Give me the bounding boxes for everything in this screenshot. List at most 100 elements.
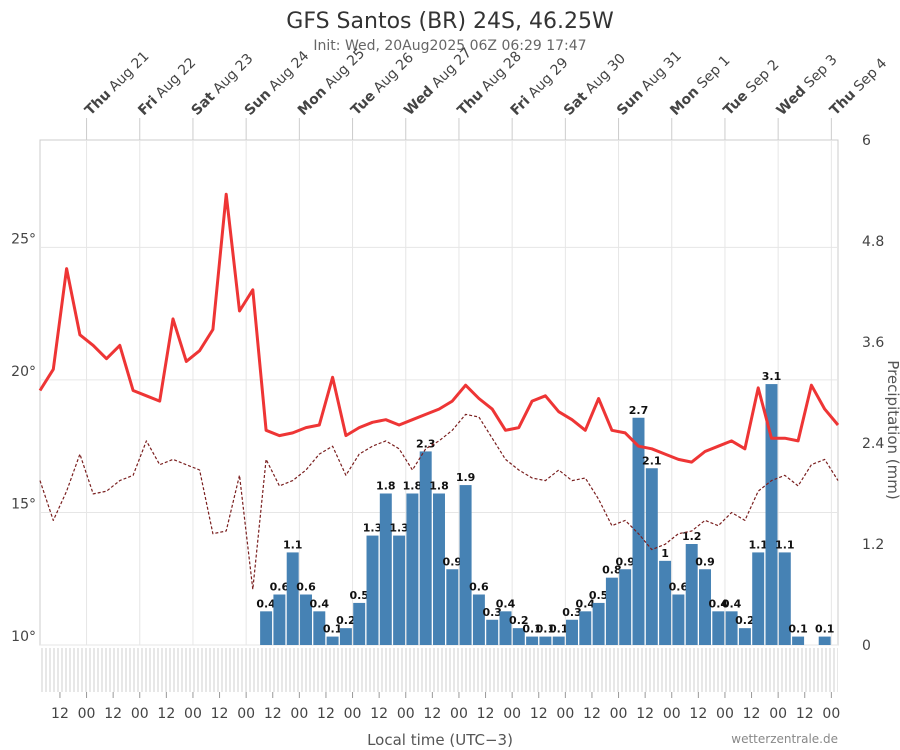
precip-bar <box>339 628 352 645</box>
bar-label: 2.1 <box>642 454 662 467</box>
precip-bar <box>619 569 632 645</box>
bar-label: 0.6 <box>296 581 316 594</box>
bar-label: 0.1 <box>522 623 542 636</box>
precip-bar <box>313 611 326 645</box>
bar-label: 3.1 <box>762 370 782 383</box>
precip-bar <box>738 628 751 645</box>
precip-bar <box>778 552 791 645</box>
bar-label: 0.2 <box>509 614 529 627</box>
x-tick-label: 00 <box>290 706 308 722</box>
precip-bar <box>379 493 392 645</box>
x-tick-label: 00 <box>344 706 362 722</box>
bar-label: 0.1 <box>549 623 569 636</box>
x-tick-label: 00 <box>450 706 468 722</box>
x-tick-label: 12 <box>477 706 495 722</box>
bar-label: 1.3 <box>389 522 409 535</box>
wind-strip <box>40 648 838 692</box>
bar-label: 0.5 <box>589 589 609 602</box>
temperature-line <box>38 192 840 464</box>
precip-bar <box>818 636 831 645</box>
bar-label: 0.1 <box>536 623 556 636</box>
x-tick-label: 12 <box>51 706 69 722</box>
y2-tick-label: 4.8 <box>862 234 884 250</box>
x-tick-label: 00 <box>237 706 255 722</box>
bar-label: 0.4 <box>709 597 729 610</box>
x-tick-label: 12 <box>743 706 761 722</box>
bar-label: 2.3 <box>416 437 436 450</box>
bar-label: 0.6 <box>669 581 689 594</box>
bar-label: 0.1 <box>788 623 808 636</box>
bar-label: 0.9 <box>443 555 463 568</box>
x-tick-label: 12 <box>583 706 601 722</box>
y-tick-label: 15° <box>11 496 36 512</box>
x-tick-label: 12 <box>104 706 122 722</box>
precip-bar <box>273 594 286 645</box>
precip-bar <box>472 594 485 645</box>
x-tick-label: 12 <box>157 706 175 722</box>
x-tick-label: 12 <box>689 706 707 722</box>
bar-label: 0.2 <box>336 614 356 627</box>
x-tick-label: 12 <box>211 706 229 722</box>
precip-bar <box>699 569 711 645</box>
precip-bar <box>499 611 512 645</box>
x-tick-label: 00 <box>184 706 202 722</box>
precip-bar <box>446 569 459 645</box>
x-tick-label: 00 <box>556 706 574 722</box>
precip-bar <box>486 619 499 645</box>
precip-bar <box>539 636 552 645</box>
bar-label: 0.6 <box>469 581 489 594</box>
x-tick-label: 12 <box>317 706 335 722</box>
precip-bar <box>552 636 565 645</box>
x-tick-label: 12 <box>264 706 282 722</box>
bar-label: 0.3 <box>562 606 582 619</box>
bar-label: 1.1 <box>748 538 768 551</box>
y2-axis-title: Precipitation (mm) <box>884 360 900 499</box>
bar-label: 0.4 <box>310 597 330 610</box>
precip-bar <box>326 636 339 645</box>
x-tick-label: 00 <box>716 706 734 722</box>
precip-bar <box>512 628 525 645</box>
precip-bar <box>393 535 406 645</box>
x-tick-label: 12 <box>423 706 441 722</box>
bar-label: 0.4 <box>496 597 516 610</box>
bar-label: 1 <box>661 547 669 560</box>
bar-label: 1.9 <box>456 471 476 484</box>
bar-label: 1.8 <box>376 480 396 493</box>
precip-bar <box>685 544 698 645</box>
precip-bar <box>566 619 578 645</box>
x-tick-label: 12 <box>530 706 548 722</box>
precip-bar <box>659 560 672 645</box>
bar-label: 0.1 <box>815 623 835 636</box>
x-tick-label: 12 <box>796 706 814 722</box>
bar-label: 0.2 <box>735 614 755 627</box>
x-tick-label: 12 <box>370 706 388 722</box>
y2-tick-label: 1.2 <box>862 537 884 553</box>
precip-bar <box>300 594 312 645</box>
y-tick-label: 10° <box>11 629 36 645</box>
y-tick-label: 25° <box>11 231 36 247</box>
bar-label: 0.9 <box>695 555 715 568</box>
x-axis-title: Local time (UTC−3) <box>367 731 513 749</box>
x-tick-label: 00 <box>769 706 787 722</box>
x-tick-label: 00 <box>503 706 521 722</box>
bar-label: 1.1 <box>775 538 795 551</box>
x-tick-label: 00 <box>822 706 840 722</box>
bar-label: 0.4 <box>256 597 276 610</box>
x-tick-label: 00 <box>78 706 96 722</box>
precip-bar <box>712 611 725 645</box>
precip-bar <box>260 611 273 645</box>
y2-tick-label: 0 <box>862 638 871 654</box>
y2-tick-label: 6 <box>862 133 871 149</box>
bar-label: 1.2 <box>682 530 702 543</box>
precip-bar <box>579 611 592 645</box>
bar-label: 1.1 <box>283 538 303 551</box>
bar-label: 0.4 <box>722 597 742 610</box>
precip-bar <box>419 451 432 645</box>
bar-label: 2.7 <box>629 404 649 417</box>
credit: wetterzentrale.de <box>731 732 838 746</box>
precip-bar <box>605 577 618 645</box>
precip-bar <box>406 493 419 645</box>
precip-bar <box>672 594 685 645</box>
precip-bar <box>592 602 605 645</box>
precip-bar <box>459 485 472 645</box>
